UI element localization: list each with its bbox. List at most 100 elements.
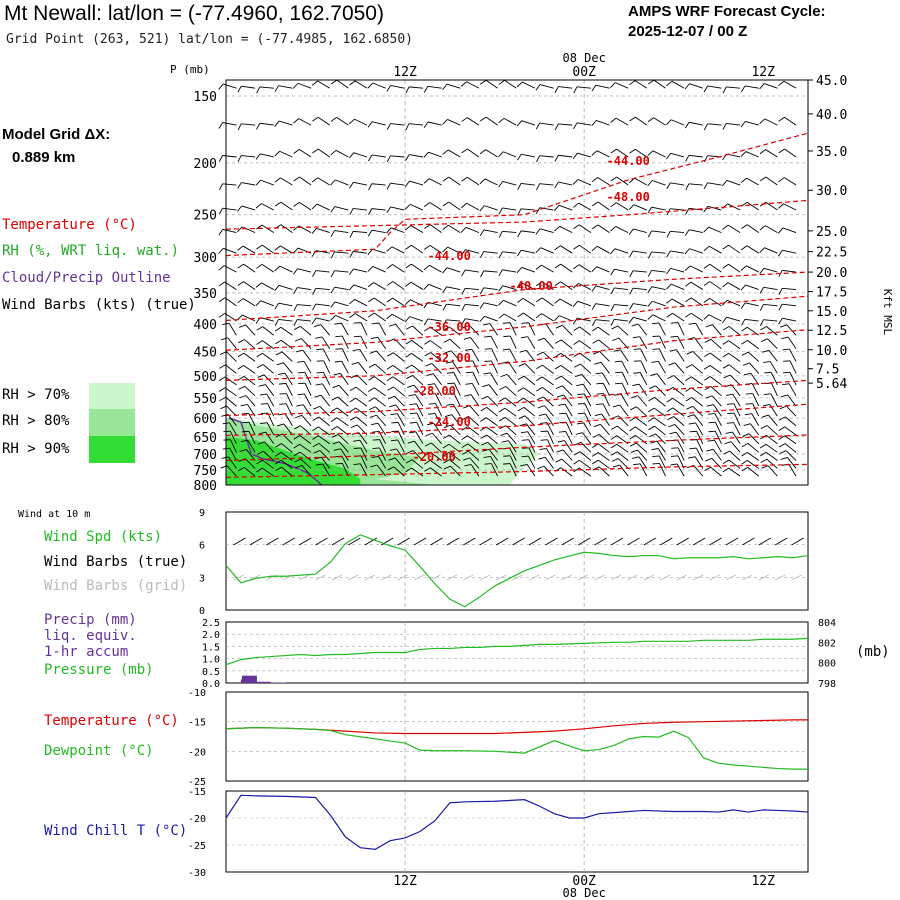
- label-dewpoint: Dewpoint (°C): [44, 743, 154, 759]
- wind-barb-flag: [535, 207, 541, 214]
- wind-barb-staff: [371, 183, 386, 186]
- wind-barb-flag: [349, 251, 354, 258]
- wind-barb-flag: [704, 466, 711, 471]
- pressure-tick-label: 650: [194, 431, 217, 446]
- wind-barb-staff: [465, 269, 480, 273]
- barb-grid: [315, 574, 326, 581]
- wind-barb-flag: [554, 123, 559, 131]
- wind-barb-flag: [293, 176, 300, 182]
- wind-barb-staff: [226, 465, 237, 477]
- wind-barb-flag: [274, 459, 282, 465]
- wind-barb-flag: [218, 387, 226, 392]
- wind-barb-staff: [620, 349, 629, 362]
- barb-true: [331, 537, 345, 546]
- wind-barb-staff: [558, 123, 573, 126]
- wind-barb-staff: [731, 384, 741, 397]
- wind-barb-flag: [387, 386, 394, 391]
- wind-barb-flag: [536, 387, 543, 392]
- wind-barb-staff: [579, 244, 592, 254]
- wind-barb-staff: [391, 246, 405, 254]
- wind-barb-flag: [778, 317, 783, 325]
- wind-barb-staff: [562, 385, 573, 397]
- wind-barb-staff: [659, 463, 666, 477]
- wind-barb-flag: [237, 182, 242, 189]
- wind-barb-flag: [666, 80, 673, 87]
- wind-barb-staff: [355, 386, 368, 397]
- height-tick-label: 10.0: [816, 344, 847, 359]
- wind-barb-staff: [767, 465, 778, 477]
- wind-barb-flag: [591, 303, 597, 310]
- wind-barb-staff: [281, 443, 293, 453]
- precip-tick-label: 2.5: [202, 618, 220, 629]
- wind-barb-staff: [652, 300, 666, 307]
- temp-tick-label: -15: [188, 718, 206, 729]
- legend-temperature: Temperature (°C): [2, 217, 137, 233]
- barb-true: [774, 537, 788, 546]
- wind-barb-flag: [498, 181, 504, 188]
- wind-barb-flag: [671, 455, 679, 457]
- barb-true: [298, 537, 312, 546]
- wind-barb-staff: [747, 459, 760, 469]
- wind-barb-flag: [668, 362, 676, 366]
- wind-barb-staff: [280, 224, 293, 233]
- wind-barb-staff: [245, 395, 256, 407]
- wind-barb-flag: [479, 287, 485, 295]
- wind-barb-staff: [261, 264, 275, 273]
- wind-barb-staff: [746, 245, 759, 254]
- wind-barb-staff: [561, 458, 573, 469]
- legend-rh70-label: RH > 70%: [2, 387, 70, 403]
- wind-barb-flag: [780, 394, 788, 398]
- wind-barb-staff: [374, 363, 386, 374]
- wind-barb-staff: [767, 338, 778, 350]
- wind-barb-staff: [414, 394, 424, 407]
- wind-barb-flag: [759, 268, 765, 275]
- wind-barb-flag: [311, 177, 319, 183]
- wind-barb-flag: [443, 465, 451, 470]
- wind-barb-staff: [317, 80, 330, 89]
- wind-barb-staff: [744, 318, 759, 322]
- wind-barb-flag: [404, 316, 411, 323]
- wind-barb-staff: [488, 384, 498, 397]
- wind-barb-staff: [429, 326, 442, 336]
- wind-barb-flag: [760, 458, 768, 463]
- wind-barb-staff: [621, 360, 629, 374]
- wind-barb-staff: [789, 360, 797, 374]
- wind-barb-staff: [371, 154, 386, 158]
- wind-barb-staff: [639, 372, 648, 386]
- wind-barb-staff: [676, 463, 685, 477]
- wind-barb-staff: [486, 407, 498, 417]
- wind-barb-staff: [390, 182, 405, 186]
- wind-barb-staff: [583, 393, 592, 407]
- wind-barb-flag: [334, 360, 342, 363]
- wind-barb-staff: [241, 155, 256, 158]
- wind-barb-flag: [480, 79, 487, 85]
- wind-barb-flag: [703, 297, 710, 303]
- wind-barb-staff: [449, 434, 461, 445]
- wind-barb-staff: [509, 455, 517, 469]
- wind-barb-flag: [593, 423, 601, 428]
- wind-barb-flag: [539, 447, 547, 450]
- wind-barb-staff: [689, 83, 703, 89]
- wind-barb-staff: [342, 463, 349, 477]
- wind-barb-flag: [503, 463, 511, 465]
- site-title: Mt Newall: lat/lon = (-77.4960, 162.7050…: [4, 2, 384, 25]
- wind-barb-flag: [685, 297, 692, 303]
- wind-barb-staff: [490, 336, 498, 349]
- wind-barb-staff: [261, 203, 274, 211]
- wind-barb-flag: [648, 396, 655, 402]
- wind-barb-staff: [565, 431, 573, 445]
- wind-barb-flag: [352, 348, 360, 352]
- wind-barb-flag: [650, 373, 658, 377]
- wind-barb-flag: [312, 426, 319, 432]
- wind-barb-staff: [561, 375, 573, 386]
- wind-barb-flag: [722, 123, 727, 130]
- wind-barb-flag: [743, 423, 751, 426]
- barb-true: [660, 537, 673, 546]
- wind-barb-staff: [260, 153, 274, 158]
- wind-barb-staff: [709, 297, 722, 307]
- wind-barb-flag: [577, 393, 585, 396]
- wind-barb-staff: [750, 423, 760, 436]
- wind-barb-flag: [666, 250, 671, 258]
- barb-grid: [397, 574, 408, 581]
- barb-grid: [463, 574, 474, 581]
